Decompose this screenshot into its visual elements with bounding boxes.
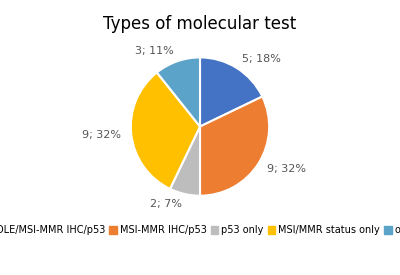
- Text: 3; 11%: 3; 11%: [135, 46, 174, 56]
- Wedge shape: [170, 126, 200, 196]
- Wedge shape: [131, 73, 200, 189]
- Text: 9; 32%: 9; 32%: [82, 130, 121, 141]
- Legend: POLE/MSI-MMR IHC/p53, MSI-MMR IHC/p53, p53 only, MSI/MMR status only, other: POLE/MSI-MMR IHC/p53, MSI-MMR IHC/p53, p…: [0, 221, 400, 239]
- Text: 5; 18%: 5; 18%: [242, 54, 281, 64]
- Wedge shape: [157, 57, 200, 126]
- Wedge shape: [200, 57, 262, 126]
- Title: Types of molecular test: Types of molecular test: [103, 15, 297, 33]
- Wedge shape: [200, 97, 269, 196]
- Text: 9; 32%: 9; 32%: [267, 164, 306, 174]
- Text: 2; 7%: 2; 7%: [150, 199, 182, 209]
